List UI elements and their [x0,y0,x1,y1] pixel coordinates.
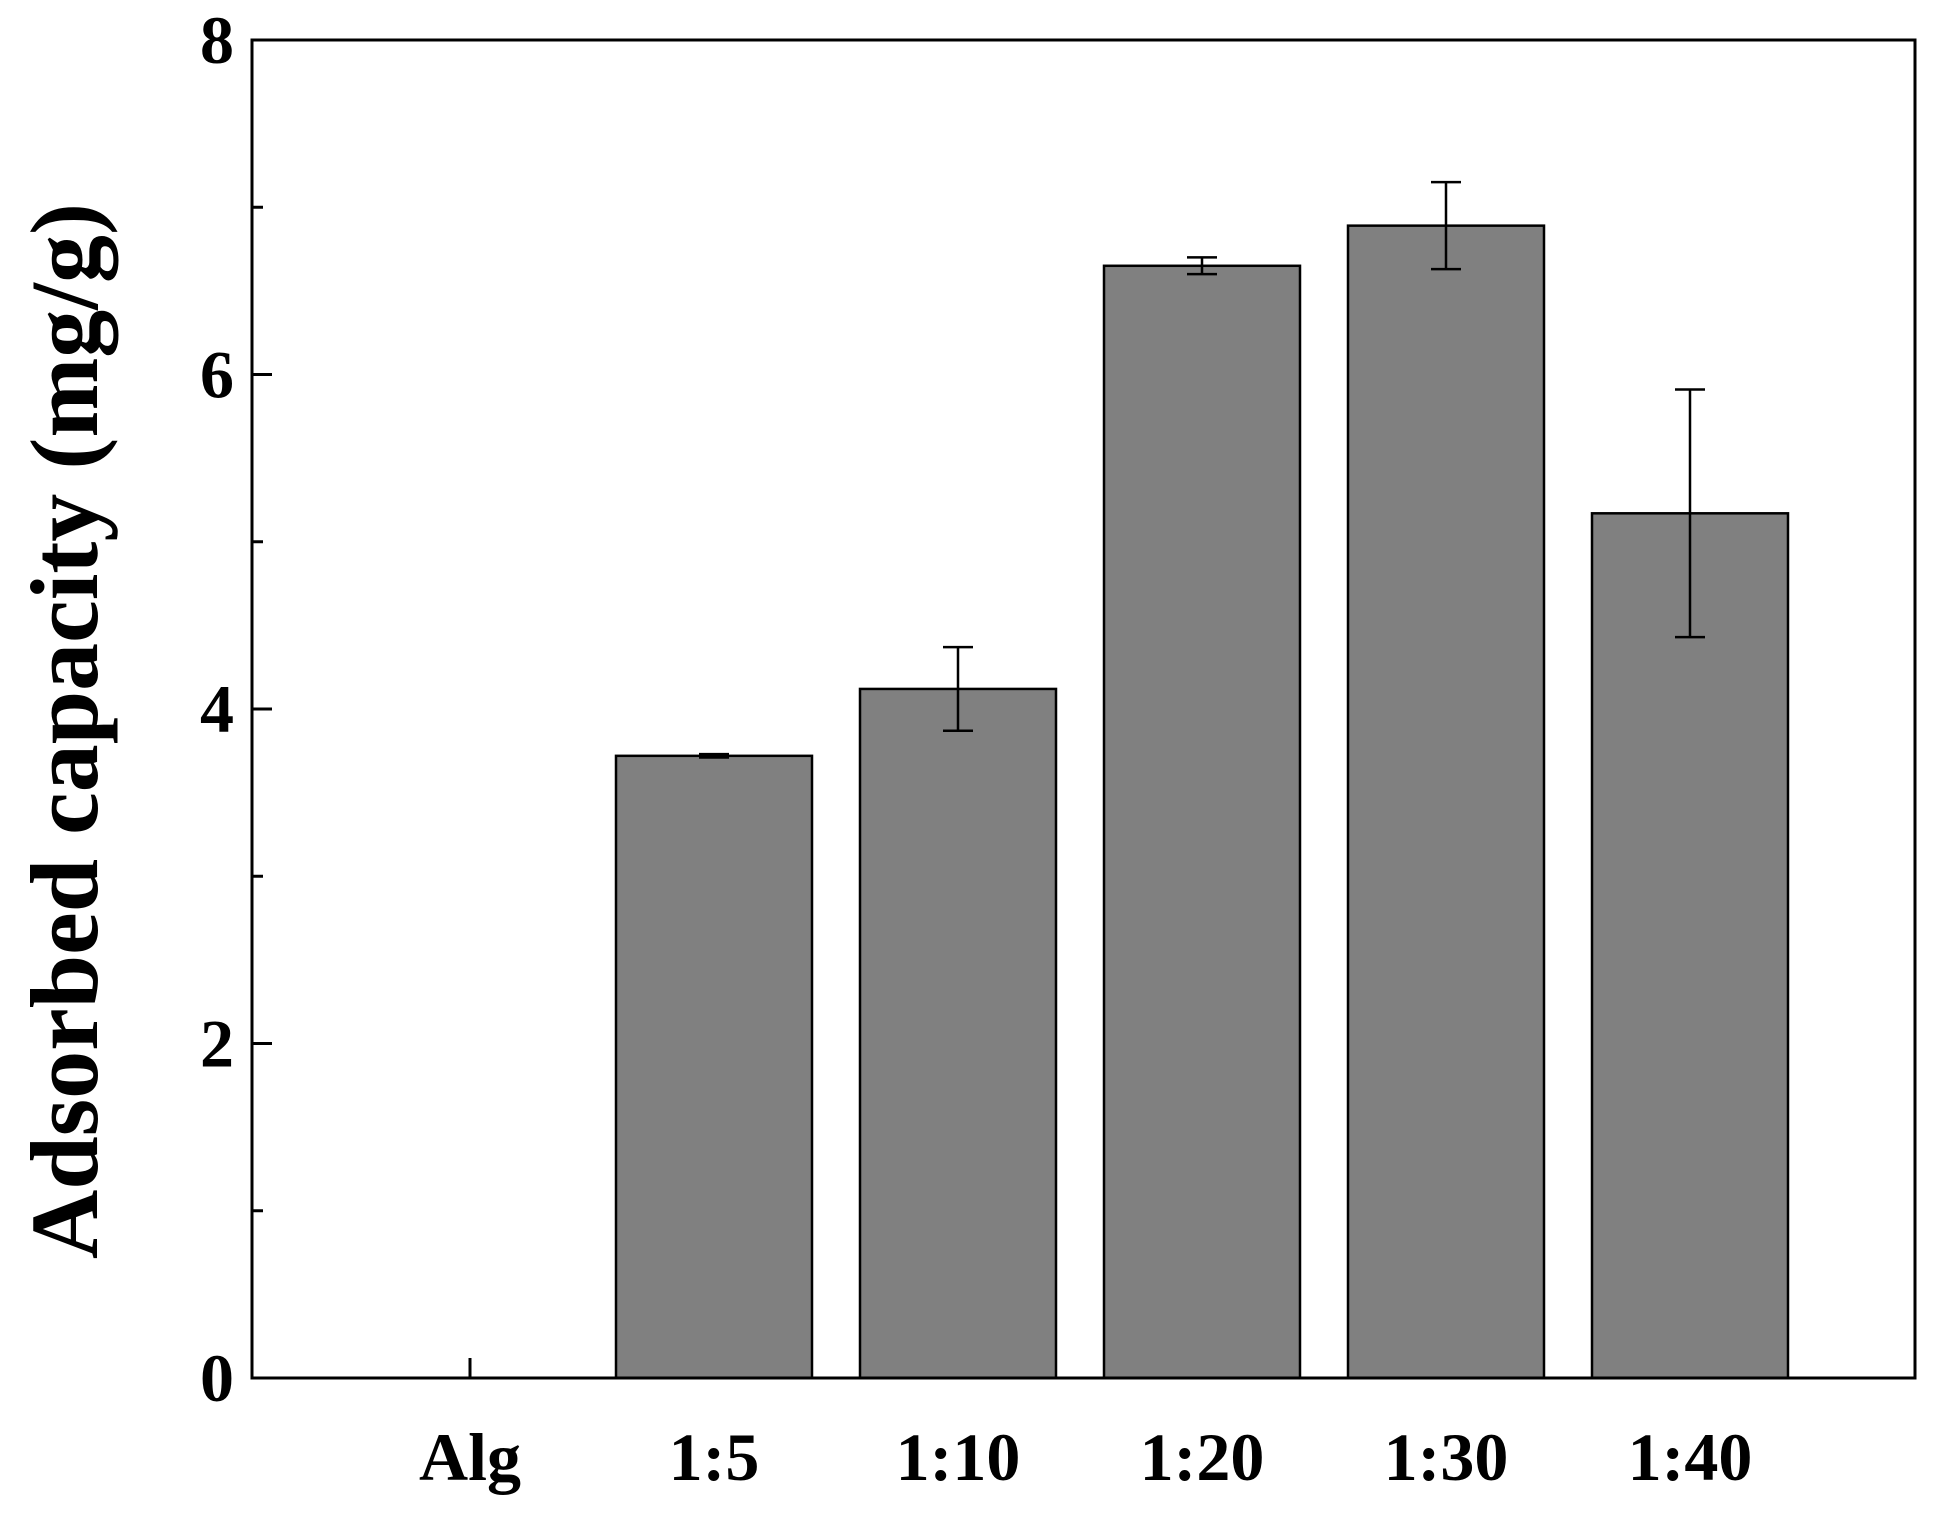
x-tick-label: Alg [419,1419,521,1495]
bar [858,687,1058,1380]
plot-frame [250,38,1917,1380]
error-bar [1675,388,1705,639]
bar [1102,264,1302,1380]
y-tick-label: 0 [200,1340,234,1416]
bar [1346,224,1546,1380]
error-bar [1187,256,1217,276]
x-tick-label: 1:10 [896,1419,1021,1495]
y-axis-title: Adsorbed capacity (mg/g) [11,203,118,1259]
error-bars [699,180,1705,759]
y-tick-labels: 0 2 4 6 8 [200,2,234,1416]
x-tick-labels: Alg 1:5 1:10 1:20 1:30 1:40 [419,1419,1752,1495]
bar [1590,512,1790,1380]
bar [614,754,814,1380]
error-bar [1431,180,1461,271]
x-tick-label: 1:40 [1628,1419,1753,1495]
y-tick-label: 4 [200,671,234,747]
x-tick-label: 1:20 [1140,1419,1265,1495]
y-tick-label: 2 [200,1006,234,1082]
error-bar [943,645,973,732]
bars [614,224,1790,1380]
y-tick-label: 6 [200,337,234,413]
y-axis-title-group: Adsorbed capacity (mg/g) [11,203,118,1259]
x-tick-label: 1:5 [669,1419,760,1495]
x-tick-label: 1:30 [1384,1419,1509,1495]
y-tick-label: 8 [200,2,234,78]
error-bar [699,752,729,759]
